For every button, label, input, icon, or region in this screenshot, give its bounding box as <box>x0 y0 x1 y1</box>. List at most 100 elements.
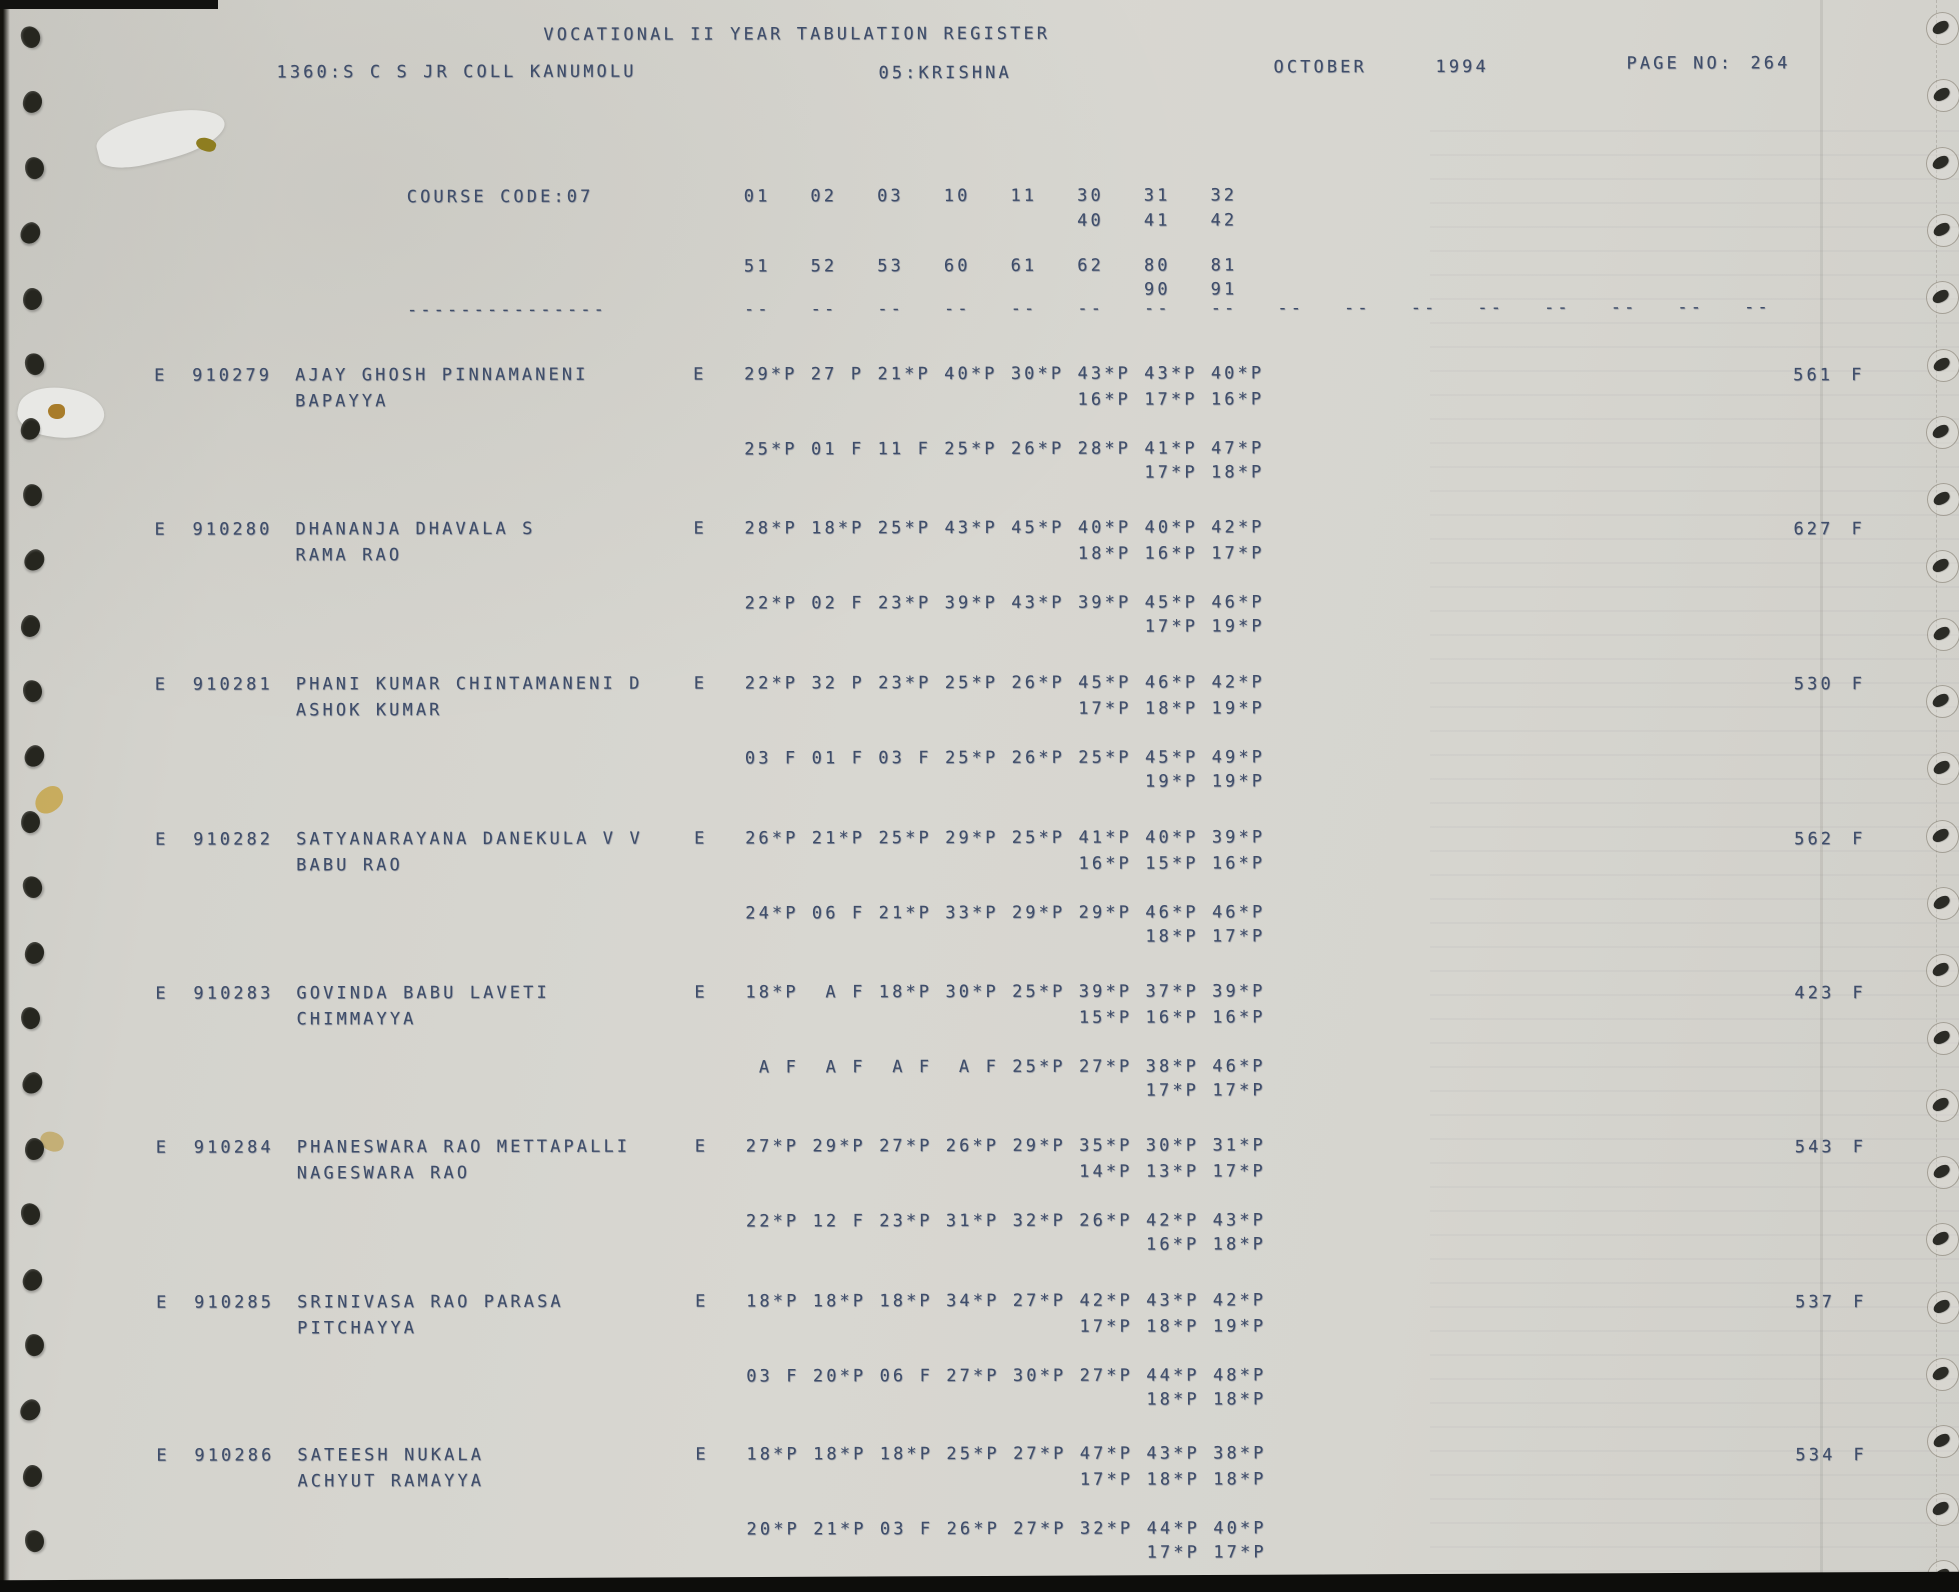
student-name: PHANESWARA RAO METTAPALLI <box>296 1136 631 1158</box>
total-marks: 537 <box>1795 1292 1836 1313</box>
marks-line-1-cont: 17*P 18*P 18*P <box>746 1469 1267 1491</box>
father-name: RAMA RAO <box>295 545 403 566</box>
student-register-number: 910282 <box>193 829 274 850</box>
medium-code: E <box>695 1444 709 1465</box>
separator-dashes-left: --------------- <box>406 299 608 321</box>
result-code: F <box>1851 674 1866 695</box>
subject-codes-row1: 01 02 03 10 11 30 31 32 <box>743 185 1238 207</box>
punch-hole <box>1927 752 1959 786</box>
marks-line-2-cont: 17*P 17*P <box>746 1542 1267 1564</box>
father-name: NAGESWARA RAO <box>296 1163 471 1184</box>
father-name: BAPAYYA <box>295 391 389 412</box>
marks-line-1: 18*P 18*P 18*P 25*P 27*P 47*P 43*P 38*P <box>746 1443 1267 1465</box>
medium-code: E <box>694 1136 709 1157</box>
marks-line-2: 20*P 21*P 03 F 26*P 27*P 32*P 44*P 40*P <box>746 1518 1267 1540</box>
student-flag: E <box>156 1445 170 1466</box>
scan-edge-top <box>0 0 218 9</box>
result-code: F <box>1852 829 1866 850</box>
total-marks: 530 <box>1793 674 1834 695</box>
punch-hole <box>1926 1223 1959 1257</box>
student-name: SRINIVASA RAO PARASA <box>297 1291 564 1313</box>
punch-hole <box>1927 1156 1959 1190</box>
student-flag: E <box>155 1137 170 1158</box>
student-record-row: E 910286 SATEESH NUKALA ACHYUT RAMAYYA E… <box>1 1442 1959 1578</box>
college-name: 1360:S C S JR COLL KANUMOLU <box>276 61 637 83</box>
subject-codes-row1-cont: 40 41 42 <box>743 210 1238 232</box>
result-code: F <box>1851 365 1865 386</box>
total-marks: 423 <box>1794 983 1835 1004</box>
total-marks: 627 <box>1793 519 1834 540</box>
marks-line-2-cont: 18*P 17*P <box>745 926 1266 948</box>
student-record-row: E 910285 SRINIVASA RAO PARASA PITCHAYYA … <box>1 1289 1959 1425</box>
punch-hole <box>1927 1290 1959 1324</box>
marks-line-1: 27*P 29*P 27*P 26*P 29*P 35*P 30*P 31*P <box>745 1135 1266 1157</box>
marks-line-1: 22*P 32 P 23*P 25*P 26*P 45*P 46*P 42*P <box>744 672 1265 694</box>
marks-line-1-cont: 16*P 17*P 16*P <box>744 389 1265 411</box>
father-name: ASHOK KUMAR <box>295 700 443 721</box>
student-flag: E <box>154 365 168 386</box>
marks-line-2-cont: 18*P 18*P <box>746 1389 1267 1411</box>
student-name: PHANI KUMAR CHINTAMANENI D <box>295 673 643 695</box>
marks-line-2-cont: 16*P 18*P <box>745 1234 1267 1256</box>
medium-code: E <box>693 518 707 539</box>
student-flag: E <box>154 674 169 695</box>
marks-line-1-cont: 16*P 15*P 16*P <box>745 853 1266 875</box>
district-name: 05:KRISHNA <box>878 62 1012 84</box>
marks-line-1-cont: 17*P 18*P 19*P <box>744 698 1265 720</box>
punch-hole <box>1926 146 1959 180</box>
separator-dashes-columns: -- -- -- -- -- -- -- -- -- -- -- -- -- -… <box>743 297 1771 320</box>
student-name: SATEESH NUKALA <box>297 1445 485 1466</box>
marks-line-2-cont: 17*P 17*P <box>745 1080 1266 1102</box>
father-name: PITCHAYYA <box>297 1318 418 1339</box>
father-name: ACHYUT RAMAYYA <box>297 1471 485 1492</box>
student-flag: E <box>155 983 169 1004</box>
punch-hole <box>1927 348 1959 382</box>
exam-month: OCTOBER <box>1273 57 1367 78</box>
student-record-row: E 910280 DHANANJA DHAVALA S RAMA RAO E 2… <box>0 516 1959 652</box>
page-no-label: PAGE NO: <box>1626 53 1734 74</box>
scan-ruled-lines <box>1430 130 1959 1580</box>
marks-line-2: 22*P 02 F 23*P 39*P 43*P 39*P 45*P 46*P <box>744 592 1265 614</box>
student-record-row: E 910283 GOVINDA BABU LAVETI CHIMMAYYA E… <box>0 980 1959 1116</box>
student-flag: E <box>155 829 169 850</box>
paper-stain <box>48 404 65 419</box>
medium-code: E <box>694 982 708 1003</box>
total-marks: 543 <box>1794 1137 1835 1158</box>
student-record-row: E 910282 SATYANARAYANA DANEKULA V V BABU… <box>0 826 1959 962</box>
marks-line-2-cont: 17*P 19*P <box>744 616 1265 638</box>
student-name: AJAY GHOSH PINNAMANENI <box>295 364 589 386</box>
student-name: DHANANJA DHAVALA S <box>295 518 536 540</box>
result-code: F <box>1853 1292 1867 1313</box>
marks-line-2: 25*P 01 F 11 F 25*P 26*P 28*P 41*P 47*P <box>744 438 1265 460</box>
medium-code: E <box>693 364 707 385</box>
punch-hole <box>1927 213 1959 247</box>
punch-hole <box>1927 1425 1959 1459</box>
subject-codes-row2: 51 52 53 60 61 62 80 81 <box>743 255 1238 277</box>
student-register-number: 910285 <box>194 1292 275 1313</box>
student-name: GOVINDA BABU LAVETI <box>296 982 550 1004</box>
punch-hole <box>1926 819 1959 853</box>
student-register-number: 910279 <box>192 365 273 386</box>
result-code: F <box>1853 1445 1867 1466</box>
marks-line-2-cont: 19*P 19*P <box>744 771 1266 793</box>
student-record-row: E 910281 PHANI KUMAR CHINTAMANENI D ASHO… <box>0 671 1959 807</box>
scan-edge-left <box>0 0 10 1592</box>
student-register-number: 910280 <box>192 519 273 540</box>
marks-line-2: 03 F 01 F 03 F 25*P 26*P 25*P 45*P 49*P <box>744 747 1266 769</box>
marks-line-1: 26*P 21*P 25*P 29*P 25*P 41*P 40*P 39*P <box>745 827 1266 849</box>
punch-hole <box>1926 415 1959 449</box>
total-marks: 562 <box>1794 829 1835 850</box>
punch-hole <box>1926 281 1959 315</box>
student-register-number: 910281 <box>192 674 273 695</box>
medium-code: E <box>694 828 708 849</box>
marks-line-2: 22*P 12 F 23*P 31*P 32*P 26*P 42*P 43*P <box>745 1210 1266 1232</box>
punch-hole <box>1927 1021 1959 1055</box>
result-code: F <box>1852 1137 1867 1158</box>
medium-code: E <box>695 1291 709 1312</box>
punch-hole <box>1927 79 1959 113</box>
father-name: CHIMMAYYA <box>296 1009 417 1030</box>
marks-line-1-cont: 17*P 18*P 19*P <box>746 1316 1267 1338</box>
